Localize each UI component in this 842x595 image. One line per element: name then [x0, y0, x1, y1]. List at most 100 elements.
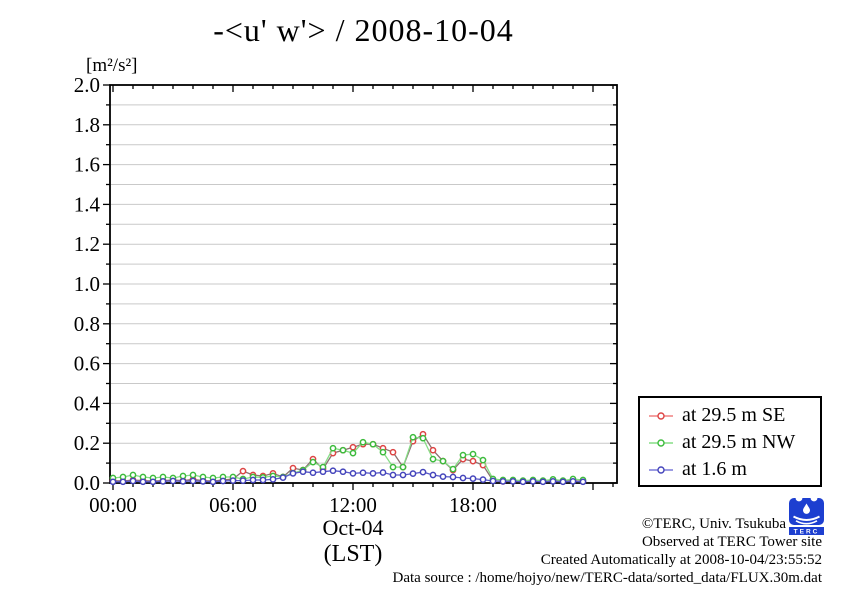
data-point: [499, 478, 507, 485]
data-point: [529, 478, 537, 485]
observed-site-text: Observed at TERC Tower site: [641, 534, 822, 550]
data-point: [129, 477, 137, 485]
y-axis-unit-label: [m²/s²]: [86, 55, 138, 76]
data-point: [519, 478, 527, 486]
data-point: [409, 433, 417, 441]
data-point: [399, 471, 407, 479]
legend-marker-1-6m-icon: [648, 464, 674, 476]
data-point: [579, 478, 587, 486]
data-point: [389, 471, 397, 479]
data-point: [359, 469, 367, 477]
data-point: [119, 478, 127, 486]
data-point: [209, 478, 217, 486]
data-point: [189, 471, 197, 479]
data-point: [559, 478, 567, 486]
copyright-text: ©TERC, Univ. Tsukuba: [641, 516, 786, 532]
data-point: [289, 470, 297, 477]
data-point: [349, 470, 357, 477]
y-tick-label: 0.2: [74, 431, 100, 455]
data-point: [419, 434, 427, 442]
data-point: [569, 478, 577, 485]
data-point: [439, 457, 447, 465]
data-point: [269, 476, 277, 483]
chart-title: -<u' w'> / 2008-10-04: [213, 12, 514, 48]
data-point: [449, 473, 457, 481]
y-tick-label: 2.0: [74, 73, 100, 97]
data-source-text: Data source : /home/hojyo/new/TERC-data/…: [392, 570, 823, 586]
data-point: [459, 474, 467, 482]
data-point: [389, 463, 397, 471]
data-point: [439, 473, 447, 480]
x-date-label: Oct-04: [322, 515, 383, 540]
data-point: [419, 468, 427, 476]
data-point: [349, 449, 357, 457]
data-point: [389, 448, 397, 456]
data-point: [239, 467, 247, 475]
y-tick-label: 1.2: [74, 232, 100, 256]
data-point: [539, 478, 547, 486]
y-tick-label: 1.0: [74, 272, 100, 296]
terc-logo-text: TERC: [794, 529, 820, 535]
data-point: [399, 463, 407, 471]
data-point: [509, 478, 517, 485]
y-tick-label: 0.6: [74, 352, 100, 376]
legend: at 29.5 m SE at 29.5 m NW at 1.6 m: [638, 396, 822, 487]
data-point: [449, 465, 457, 473]
x-tick-label: 00:00: [89, 493, 137, 517]
x-timezone-label: (LST): [324, 541, 383, 567]
data-point: [279, 474, 287, 481]
terc-logo-icon: TERC: [789, 497, 824, 535]
data-point: [329, 444, 337, 452]
y-tick-label: 1.4: [74, 192, 101, 216]
data-point: [159, 478, 167, 485]
y-tick-label: 0.0: [74, 471, 100, 495]
data-point: [379, 469, 387, 476]
x-tick-label: 18:00: [449, 493, 497, 517]
data-point: [369, 440, 377, 448]
data-point: [349, 443, 357, 451]
data-point: [469, 475, 477, 482]
legend-marker-nw-icon: [648, 437, 674, 449]
data-point: [109, 478, 117, 486]
data-point: [309, 458, 317, 466]
data-point: [249, 476, 257, 484]
data-point: [179, 478, 187, 485]
x-tick-label: 12:00: [329, 493, 377, 517]
data-point: [489, 477, 497, 485]
data-point: [339, 468, 347, 476]
x-tick-label: 06:00: [209, 493, 257, 517]
y-tick-label: 0.4: [74, 391, 101, 415]
data-point: [219, 477, 227, 485]
created-timestamp-text: Created Automatically at 2008-10-04/23:5…: [540, 552, 822, 568]
data-point: [199, 478, 207, 485]
data-point: [129, 471, 137, 479]
legend-label-nw: at 29.5 m NW: [682, 431, 796, 453]
legend-item-1-6m: at 1.6 m: [648, 456, 820, 483]
legend-item-29m-nw: at 29.5 m NW: [648, 429, 820, 456]
y-tick-label: 1.6: [74, 153, 100, 177]
legend-label-1-6m: at 1.6 m: [682, 458, 747, 480]
legend-label-se: at 29.5 m SE: [682, 404, 786, 426]
data-point: [429, 471, 437, 479]
data-point: [149, 478, 157, 486]
data-point: [429, 446, 437, 454]
data-point: [469, 450, 477, 458]
data-point: [429, 455, 437, 463]
data-point: [479, 456, 487, 464]
data-point: [459, 451, 467, 459]
data-point: [139, 478, 147, 486]
data-point: [549, 478, 557, 485]
data-point: [369, 470, 377, 477]
data-point: [309, 469, 317, 477]
data-point: [179, 472, 187, 480]
data-point: [359, 438, 367, 446]
data-point: [469, 457, 477, 465]
data-point: [479, 476, 487, 483]
data-point: [339, 446, 347, 454]
data-point: [189, 477, 197, 485]
legend-item-29m-se: at 29.5 m SE: [648, 402, 820, 429]
data-point: [409, 470, 417, 477]
data-point: [329, 467, 337, 475]
